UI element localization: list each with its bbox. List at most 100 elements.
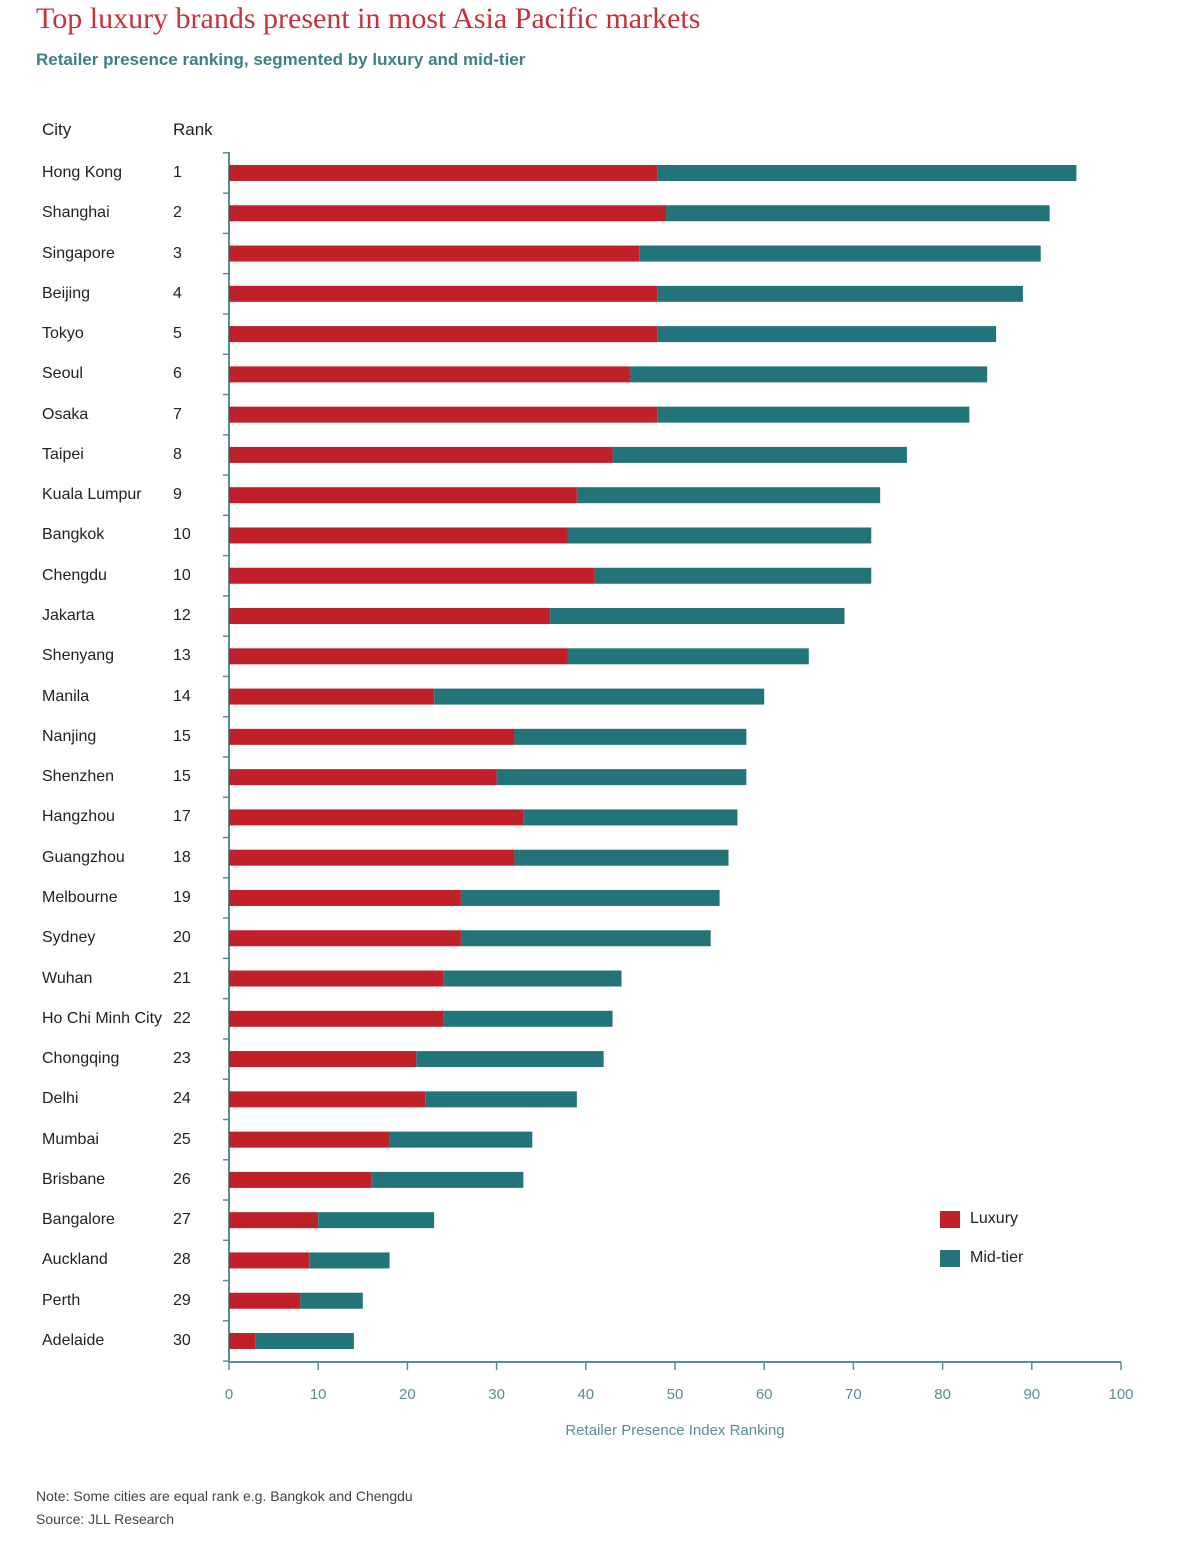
bar-midtier	[514, 728, 747, 745]
city-label: Sydney	[42, 929, 96, 947]
rank-label: 15	[173, 727, 191, 745]
bar-luxury	[229, 970, 444, 987]
bar-luxury	[229, 1131, 390, 1148]
x-axis-label: Retailer Presence Index Ranking	[565, 1422, 785, 1439]
bar-midtier	[318, 1212, 435, 1229]
bar-midtier	[371, 1171, 524, 1188]
city-label: Singapore	[42, 244, 115, 262]
city-label: Chongqing	[42, 1050, 120, 1068]
bar-luxury	[229, 567, 595, 584]
city-label: Mumbai	[42, 1130, 99, 1148]
rank-label: 20	[173, 929, 191, 947]
bar-luxury	[229, 769, 497, 786]
city-label: Hong Kong	[42, 164, 123, 181]
rank-label: 18	[173, 848, 191, 866]
city-label: Hangzhou	[42, 808, 115, 826]
rank-label: 14	[173, 687, 191, 705]
city-label: Perth	[42, 1291, 81, 1309]
bar-luxury	[229, 889, 461, 906]
bar-midtier	[657, 406, 970, 423]
city-label: Delhi	[42, 1090, 79, 1108]
rank-label: 5	[173, 325, 182, 343]
bar-luxury	[229, 608, 551, 625]
bar-midtier	[567, 648, 809, 665]
rank-label: 26	[173, 1170, 191, 1188]
rank-label: 7	[173, 405, 182, 423]
rank-label: 3	[173, 244, 182, 262]
city-label: Kuala Lumpur	[42, 486, 142, 504]
legend-luxury: Luxury	[940, 1210, 1018, 1228]
bar-luxury	[229, 930, 461, 947]
rank-label: 2	[173, 204, 182, 222]
bar-midtier	[639, 245, 1041, 262]
rank-label: 12	[173, 607, 191, 625]
bar-luxury	[229, 326, 658, 343]
bar-midtier	[657, 165, 1077, 181]
rank-label: 15	[173, 768, 191, 786]
bar-luxury	[229, 809, 524, 826]
bar-midtier	[255, 1333, 354, 1349]
rank-label: 1	[173, 164, 182, 181]
bar-midtier	[389, 1131, 533, 1148]
bar-luxury	[229, 1091, 426, 1108]
bar-luxury	[229, 1333, 256, 1349]
bar-midtier	[550, 608, 845, 625]
legend-luxury-swatch	[940, 1210, 960, 1228]
bar-midtier	[300, 1292, 363, 1309]
bar-luxury	[229, 366, 631, 383]
x-tick-label: 10	[309, 1386, 327, 1403]
bar-midtier	[657, 326, 997, 343]
bar-midtier	[514, 849, 729, 866]
city-label: Manila	[42, 687, 90, 705]
chart-title: Top luxury brands present in most Asia P…	[36, 2, 701, 35]
city-label: Nanjing	[42, 727, 97, 745]
city-label: Bangalore	[42, 1211, 115, 1229]
rank-label: 17	[173, 808, 191, 826]
bar-luxury	[229, 527, 568, 544]
rank-label: 10	[173, 526, 191, 544]
city-label: Auckland	[42, 1251, 108, 1269]
rank-label: 29	[173, 1291, 191, 1309]
x-tick-label: 70	[845, 1386, 862, 1403]
city-label: Taipei	[42, 445, 84, 463]
city-label: Tokyo	[42, 325, 84, 343]
city-label: Adelaide	[42, 1332, 105, 1349]
bar-midtier	[612, 446, 907, 463]
city-label: Beijing	[42, 284, 91, 302]
bar-luxury	[229, 849, 515, 866]
city-label: Bangkok	[42, 526, 105, 544]
x-tick-label: 60	[755, 1386, 773, 1403]
city-label: Ho Chi Minh City	[42, 1009, 163, 1027]
source-note: Source: JLL Research	[36, 1511, 174, 1527]
city-label: Chengdu	[42, 566, 107, 584]
bar-luxury	[229, 285, 658, 302]
bar-luxury	[229, 1010, 444, 1027]
city-label: Guangzhou	[42, 848, 125, 866]
bar-midtier	[460, 889, 720, 906]
bar-luxury	[229, 1212, 319, 1229]
rank-label: 13	[173, 647, 191, 665]
bar-luxury	[229, 487, 577, 504]
x-tick-label: 90	[1023, 1386, 1041, 1403]
bar-midtier	[657, 285, 1023, 302]
city-label: Shenzhen	[42, 768, 115, 786]
bar-midtier	[443, 1010, 613, 1027]
legend-midtier: Mid-tier	[940, 1249, 1023, 1267]
legend-midtier-label: Mid-tier	[970, 1249, 1024, 1266]
x-tick-label: 30	[488, 1386, 505, 1403]
city-label: Shenyang	[42, 647, 115, 665]
bar-midtier	[443, 970, 622, 987]
bar-midtier	[434, 688, 765, 705]
bar-midtier	[567, 527, 872, 544]
bar-midtier	[523, 809, 738, 826]
bar-midtier	[594, 567, 872, 584]
city-label: Brisbane	[42, 1170, 106, 1188]
x-tick-label: 20	[399, 1386, 416, 1403]
city-label: Jakarta	[42, 607, 95, 625]
x-tick-label: 100	[1108, 1386, 1134, 1403]
rank-label: 28	[173, 1251, 191, 1269]
legend-luxury-label: Luxury	[970, 1210, 1019, 1227]
x-tick-label: 50	[666, 1386, 684, 1403]
rank-label: 23	[173, 1050, 191, 1068]
bar-luxury	[229, 165, 658, 181]
